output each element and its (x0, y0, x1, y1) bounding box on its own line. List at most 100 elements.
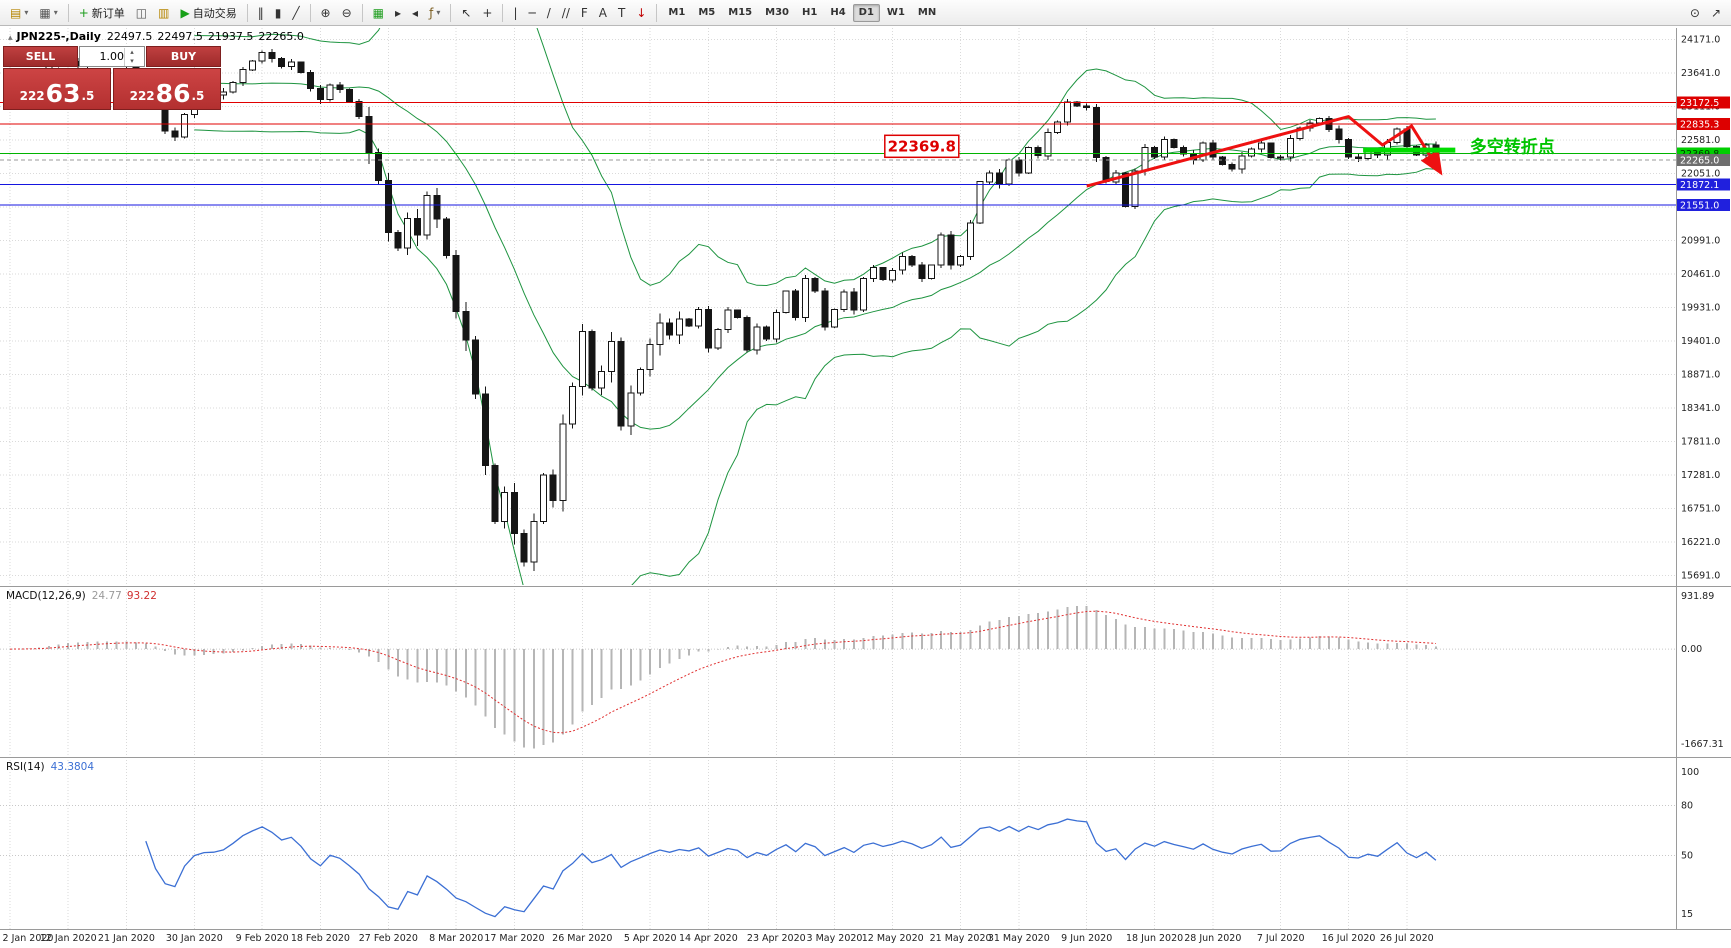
svg-text:21551.0: 21551.0 (1680, 201, 1719, 212)
svg-text:-1667.31: -1667.31 (1681, 739, 1724, 750)
cursor-button[interactable]: ↖ (456, 3, 476, 23)
svg-text:931.89: 931.89 (1681, 591, 1714, 602)
profiles-button[interactable]: ▦ ▾ (34, 3, 62, 23)
dropdown-arrow-icon: ▾ (436, 8, 441, 17)
note-text[interactable]: 多空转折点 (1470, 136, 1555, 157)
tile-windows-button[interactable]: ▦ (368, 3, 389, 23)
toolbar-separator (246, 3, 248, 22)
svg-text:31 May 2020: 31 May 2020 (988, 933, 1050, 944)
price-flag-box[interactable] (884, 134, 960, 159)
vertical-line-button[interactable]: | (508, 3, 522, 23)
svg-text:22581.0: 22581.0 (1681, 135, 1720, 146)
candlestick-chart-icon: ▮ (274, 5, 282, 20)
timeframe-mn-button[interactable]: MN (917, 7, 937, 18)
search-icon: ⊙ (1689, 5, 1700, 20)
market-watch-button[interactable]: ▥ (153, 3, 174, 23)
timeframe-m15-button[interactable]: M15 (728, 7, 753, 18)
svg-text:12 May 2020: 12 May 2020 (862, 933, 924, 944)
timeframe-m30-button[interactable]: M30 (765, 7, 789, 18)
new-chart-icon: ▤ (10, 5, 22, 20)
auto-scroll-button[interactable]: ▸ (390, 3, 406, 23)
horizontal-line-button[interactable]: ─ (524, 3, 541, 23)
price-digits: .5 (81, 89, 95, 103)
svg-text:80: 80 (1681, 800, 1693, 811)
sell-price-button[interactable]: 222 63.5 (3, 68, 111, 110)
svg-text:19401.0: 19401.0 (1681, 336, 1720, 347)
text-button[interactable]: A (594, 3, 612, 23)
search-button[interactable]: ⊙ (1685, 3, 1705, 23)
auto-trading-button[interactable]: ▶ 自动交易 (175, 3, 241, 23)
crosshair-button[interactable]: + (477, 3, 497, 23)
new-chart-button[interactable]: ▤ ▾ (5, 3, 33, 23)
volume-down-icon[interactable]: ▾ (130, 56, 134, 65)
trendline-button[interactable]: / (542, 3, 556, 23)
text-label-icon: T (618, 5, 626, 20)
svg-text:21872.1: 21872.1 (1680, 180, 1719, 191)
volume-input[interactable] (80, 50, 124, 63)
timeframe-h1-button[interactable]: H1 (802, 7, 818, 18)
price-digits: 222 (19, 89, 45, 103)
arrows-button[interactable]: ↓ (631, 3, 651, 23)
svg-text:30 Jan 2020: 30 Jan 2020 (166, 933, 223, 944)
svg-text:5 Apr 2020: 5 Apr 2020 (624, 933, 677, 944)
svg-text:20461.0: 20461.0 (1681, 269, 1720, 280)
svg-text:9 Feb 2020: 9 Feb 2020 (236, 933, 289, 944)
text-label-button[interactable]: T (613, 3, 630, 23)
ohlc-high: 22497.5 (157, 30, 203, 43)
toolbar-separator (67, 3, 69, 22)
full-screen-button[interactable]: ↗ (1706, 3, 1726, 23)
indicators-icon: ƒ (429, 5, 434, 20)
svg-text:3 May 2020: 3 May 2020 (807, 933, 863, 944)
chart-window-button[interactable]: ◫ (131, 3, 152, 23)
timeframe-d1-button[interactable]: D1 (852, 3, 880, 22)
svg-text:21 May 2020: 21 May 2020 (930, 933, 992, 944)
rsi-level-lines (0, 804, 1676, 856)
rsi-line (145, 818, 1437, 918)
price-digits: .5 (191, 89, 205, 103)
chart-shift-button[interactable]: ◂ (407, 3, 423, 23)
svg-text:22051.0: 22051.0 (1681, 168, 1720, 179)
candlestick-chart-button[interactable]: ▮ (270, 3, 287, 23)
trend-arrow[interactable] (1086, 115, 1443, 188)
fibonacci-button[interactable]: F (576, 3, 593, 23)
buy-price-button[interactable]: 222 86.5 (113, 68, 221, 110)
buy-button[interactable]: BUY (146, 46, 221, 67)
price-digits: 86 (155, 79, 191, 108)
timeframe-w1-button[interactable]: W1 (886, 7, 905, 18)
vertical-line-icon: | (513, 5, 518, 20)
dropdown-arrow-icon: ▾ (53, 8, 58, 17)
line-chart-button[interactable]: ╱ (287, 3, 304, 23)
svg-text:22265.0: 22265.0 (1680, 155, 1719, 166)
panel-collapse-icon[interactable]: ▴ (8, 33, 13, 43)
equidistant-channel-button[interactable]: // (557, 3, 575, 23)
volume-field: ▴ ▾ (79, 46, 145, 67)
ohlc-close: 22265.0 (258, 30, 304, 43)
drawing-objects[interactable]: 22369.8 多空转折点 (884, 115, 1555, 188)
macd-name: MACD(12,26,9) (6, 590, 86, 602)
svg-text:2 Jan 2020: 2 Jan 2020 (3, 933, 54, 944)
macd-main-value: 24.77 (91, 590, 122, 602)
indicators-button[interactable]: ƒ ▾ (424, 3, 445, 23)
sell-button[interactable]: SELL (3, 46, 78, 67)
timeframe-h4-button[interactable]: H4 (830, 7, 846, 18)
zoom-in-button[interactable]: ⊕ (316, 3, 336, 23)
svg-text:18 Feb 2020: 18 Feb 2020 (291, 933, 350, 944)
volume-up-icon[interactable]: ▴ (130, 47, 134, 56)
horizontal-line-objects[interactable] (0, 102, 1676, 206)
toolbar-separator (656, 3, 658, 22)
panel-separators[interactable] (0, 28, 1731, 930)
new-order-button[interactable]: + 新订单 (74, 3, 130, 23)
timeframe-m5-button[interactable]: M5 (698, 7, 716, 18)
timeframe-m1-button[interactable]: M1 (668, 7, 686, 18)
market-watch-icon: ▥ (158, 5, 170, 20)
macd-signal-value: 93.22 (126, 590, 157, 602)
macd-axis: 931.89 0.00 -1667.31 (1681, 591, 1724, 750)
zoom-out-button[interactable]: ⊖ (337, 3, 357, 23)
toolbar-separator (450, 3, 452, 22)
bar-chart-button[interactable]: ‖ (253, 3, 269, 23)
text-icon: A (598, 5, 607, 20)
svg-text:17811.0: 17811.0 (1681, 437, 1720, 448)
price-axis: 24171.023641.023111.022581.022051.021521… (1681, 34, 1720, 581)
